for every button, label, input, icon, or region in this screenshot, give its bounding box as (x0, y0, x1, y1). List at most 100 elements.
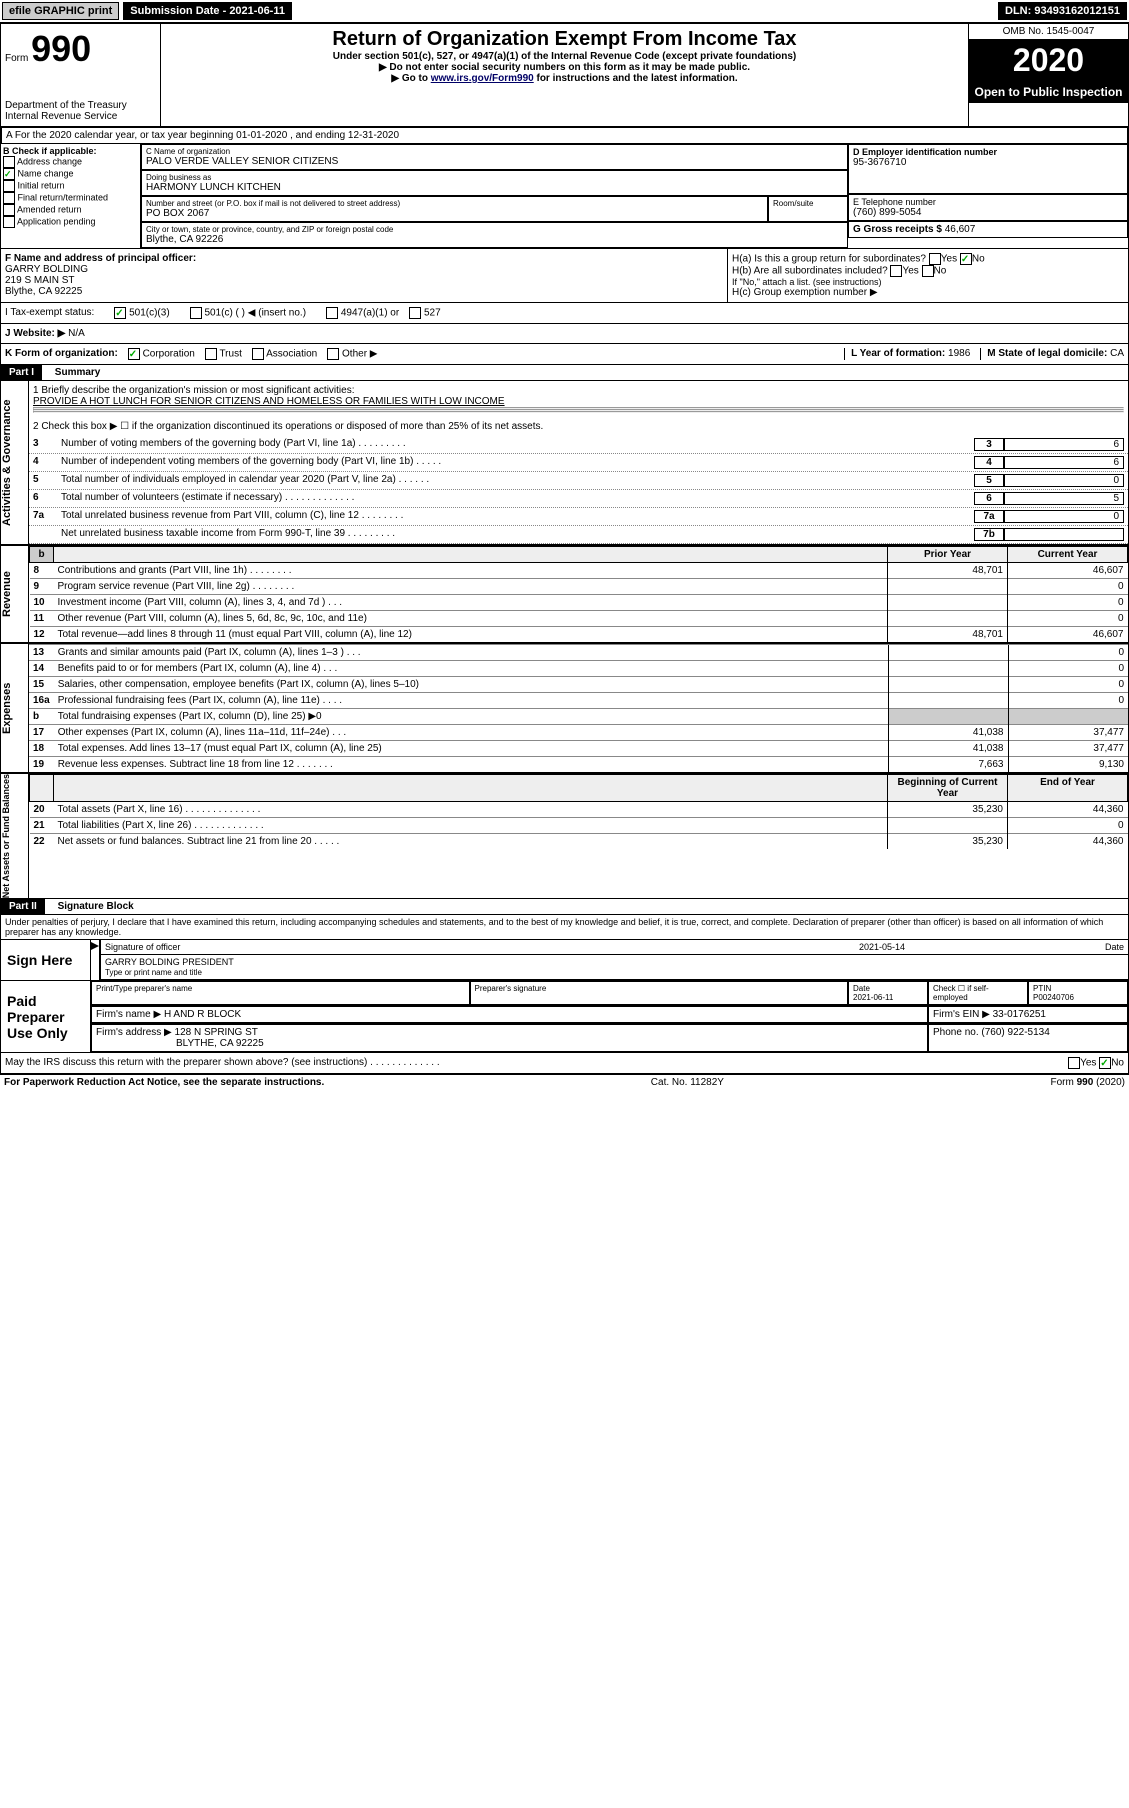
dln: DLN: 93493162012151 (998, 2, 1127, 20)
ptin: P00240706 (1033, 993, 1074, 1002)
state-domicile: CA (1110, 348, 1124, 359)
addr: PO BOX 2067 (146, 208, 763, 219)
irs-link[interactable]: www.irs.gov/Form990 (431, 73, 534, 84)
officer-addr: 219 S MAIN ST (5, 275, 723, 286)
table-row: 20Total assets (Part X, line 16) . . . .… (30, 802, 1128, 818)
sign-here-label: Sign Here (1, 940, 91, 980)
ein-label: D Employer identification number (853, 147, 1123, 157)
checkbox-initial-return[interactable]: Initial return (3, 180, 138, 192)
form-990: Form 990 Department of the Treasury Inte… (0, 23, 1129, 1075)
table-row: 15Salaries, other compensation, employee… (29, 677, 1128, 693)
govern-line-7a: 7aTotal unrelated business revenue from … (29, 508, 1128, 526)
checkbox-address-change[interactable]: Address change (3, 156, 138, 168)
ein: 95-3676710 (853, 157, 1123, 168)
check-4947[interactable] (326, 307, 338, 319)
officer-name: GARRY BOLDING (5, 264, 723, 275)
part2-header: Part II (1, 899, 45, 914)
check-501c3[interactable]: ✓ (114, 307, 126, 319)
part1-title: Summary (55, 367, 101, 378)
k-label: K Form of organization: (5, 348, 118, 360)
table-row: bTotal fundraising expenses (Part IX, co… (29, 709, 1128, 725)
ha-group-return: H(a) Is this a group return for subordin… (732, 253, 1124, 265)
discuss-yes[interactable] (1068, 1057, 1080, 1069)
check-other[interactable] (327, 348, 339, 360)
table-row: 13Grants and similar amounts paid (Part … (29, 645, 1128, 661)
checkbox-application-pending[interactable]: Application pending (3, 216, 138, 228)
firm-city: BLYTHE, CA 92225 (176, 1038, 264, 1049)
city: Blythe, CA 92226 (146, 234, 843, 245)
mission-text: PROVIDE A HOT LUNCH FOR SENIOR CITIZENS … (33, 396, 1124, 407)
room-label: Room/suite (768, 196, 848, 222)
tel: (760) 899-5054 (853, 207, 1123, 218)
discuss-no[interactable]: ✓ (1099, 1057, 1111, 1069)
part1-header: Part I (1, 365, 42, 380)
top-toolbar: efile GRAPHIC print Submission Date - 20… (0, 0, 1129, 23)
firm-addr: 128 N SPRING ST (175, 1027, 258, 1038)
website-label: J Website: ▶ (5, 328, 65, 339)
efile-button[interactable]: efile GRAPHIC print (2, 2, 119, 20)
self-employed: Check ☐ if self-employed (928, 981, 1028, 1005)
check-501c[interactable] (190, 307, 202, 319)
checkbox-name-change[interactable]: ✓ Name change (3, 168, 138, 180)
table-row: 9Program service revenue (Part VIII, lin… (30, 579, 1128, 595)
paid-preparer-label: Paid Preparer Use Only (1, 981, 91, 1052)
part2-title: Signature Block (58, 901, 134, 912)
expenses-table: 13Grants and similar amounts paid (Part … (29, 644, 1128, 772)
form-title: Return of Organization Exempt From Incom… (165, 28, 964, 51)
city-label: City or town, state or province, country… (146, 225, 843, 234)
dept-treasury: Department of the Treasury Internal Reve… (5, 100, 156, 122)
check-527[interactable] (409, 307, 421, 319)
govern-line-5: 5Total number of individuals employed in… (29, 472, 1128, 490)
form-ref: Form 990 (2020) (1051, 1077, 1125, 1088)
note-link: ▶ Go to www.irs.gov/Form990 for instruct… (165, 73, 964, 84)
govern-line-4: 4Number of independent voting members of… (29, 454, 1128, 472)
table-row: 11Other revenue (Part VIII, column (A), … (30, 611, 1128, 627)
check-assoc[interactable] (252, 348, 264, 360)
form-subtitle: Under section 501(c), 527, or 4947(a)(1)… (165, 51, 964, 62)
tax-exempt-label: I Tax-exempt status: (5, 307, 94, 319)
table-row: 19Revenue less expenses. Subtract line 1… (29, 757, 1128, 773)
cat-no: Cat. No. 11282Y (651, 1077, 724, 1088)
table-row: 22Net assets or fund balances. Subtract … (30, 834, 1128, 850)
tel-label: E Telephone number (853, 197, 1123, 207)
revenue-table: bPrior YearCurrent Year 8Contributions a… (29, 546, 1128, 642)
table-row: 14Benefits paid to or for members (Part … (29, 661, 1128, 677)
side-governance: Activities & Governance (1, 381, 13, 544)
check-corp[interactable]: ✓ (128, 348, 140, 360)
govern-line-3: 3Number of voting members of the governi… (29, 436, 1128, 454)
year-formation: 1986 (948, 348, 970, 359)
check-trust[interactable] (205, 348, 217, 360)
sig-date: 2021-05-14 (859, 942, 905, 952)
govern-line-6: 6Total number of volunteers (estimate if… (29, 490, 1128, 508)
omb-number: OMB No. 1545-0047 (969, 24, 1128, 40)
prep-sig-label: Preparer's signature (470, 981, 849, 1005)
website: N/A (68, 328, 85, 339)
jurat: Under penalties of perjury, I declare th… (1, 915, 1128, 940)
public-inspection: Open to Public Inspection (969, 81, 1128, 103)
officer-typed: GARRY BOLDING PRESIDENT (105, 957, 234, 967)
table-row: 10Investment income (Part VIII, column (… (30, 595, 1128, 611)
prep-date: 2021-06-11 (853, 993, 893, 1002)
side-revenue: Revenue (1, 546, 13, 642)
table-row: 16aProfessional fundraising fees (Part I… (29, 693, 1128, 709)
line2: 2 Check this box ▶ ☐ if the organization… (29, 417, 1128, 436)
paperwork-notice: For Paperwork Reduction Act Notice, see … (4, 1077, 324, 1088)
form-number: 990 (31, 28, 91, 69)
tax-period: A For the 2020 calendar year, or tax yea… (1, 127, 1128, 144)
tax-year: 2020 (969, 40, 1128, 81)
checkbox-amended-return[interactable]: Amended return (3, 204, 138, 216)
table-row: 8Contributions and grants (Part VIII, li… (30, 563, 1128, 579)
table-row: 12Total revenue—add lines 8 through 11 (… (30, 627, 1128, 643)
side-expenses: Expenses (1, 644, 13, 772)
form-prefix: Form (5, 53, 28, 64)
officer-label: F Name and address of principal officer: (5, 253, 723, 264)
discuss-question: May the IRS discuss this return with the… (5, 1057, 440, 1069)
prep-name-label: Print/Type preparer's name (91, 981, 470, 1005)
side-netassets: Net Assets or Fund Balances (1, 774, 11, 898)
addr-label: Number and street (or P.O. box if mail i… (146, 199, 763, 208)
checkbox-final-return-terminated[interactable]: Final return/terminated (3, 192, 138, 204)
netassets-table: Beginning of Current YearEnd of Year 20T… (29, 774, 1128, 849)
govern-line-7b: Net unrelated business taxable income fr… (29, 526, 1128, 544)
dba-label: Doing business as (146, 173, 843, 182)
firm-name: H AND R BLOCK (164, 1009, 241, 1020)
